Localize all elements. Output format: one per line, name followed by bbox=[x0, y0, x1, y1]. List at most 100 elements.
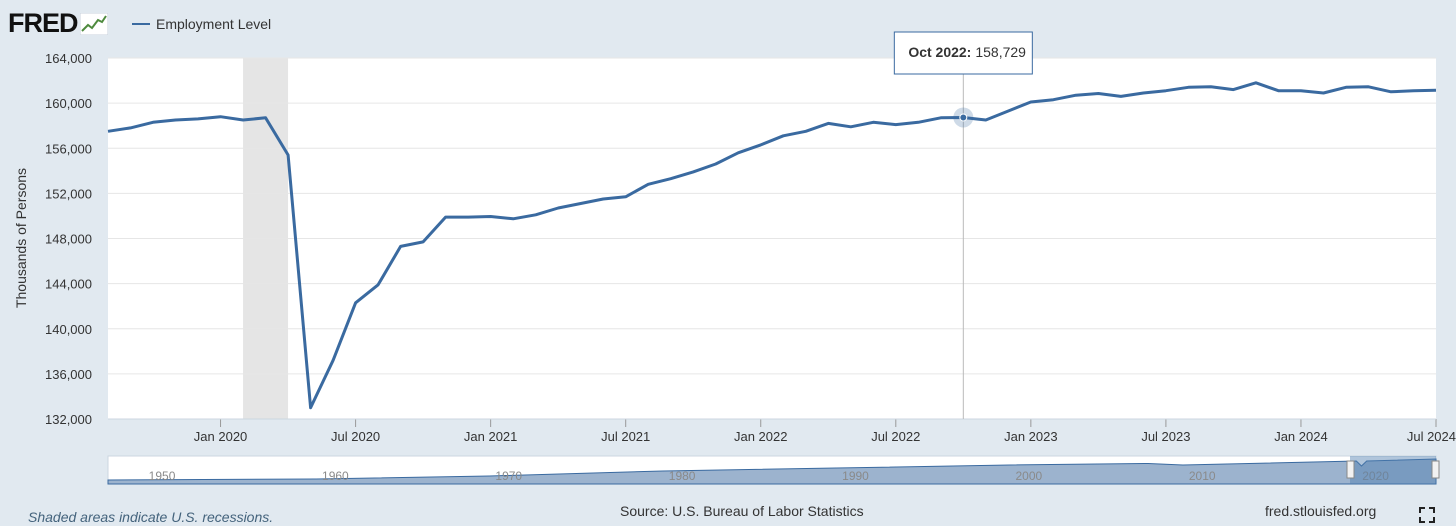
data-point[interactable] bbox=[1388, 89, 1393, 94]
data-point[interactable] bbox=[151, 120, 156, 125]
x-tick-label: Jul 2023 bbox=[1141, 429, 1190, 444]
data-point[interactable] bbox=[601, 197, 606, 202]
navigator-handle-right[interactable] bbox=[1431, 460, 1440, 479]
navigator-year-label: 1980 bbox=[669, 469, 696, 483]
data-point[interactable] bbox=[1141, 90, 1146, 95]
navigator-year-label: 1960 bbox=[322, 469, 349, 483]
y-tick-label: 152,000 bbox=[45, 186, 92, 201]
data-point[interactable] bbox=[443, 215, 448, 220]
data-point[interactable] bbox=[1208, 84, 1213, 89]
data-point[interactable] bbox=[578, 201, 583, 206]
data-point[interactable] bbox=[781, 133, 786, 138]
y-tick-label: 164,000 bbox=[45, 51, 92, 66]
data-point[interactable] bbox=[128, 125, 133, 130]
data-point[interactable] bbox=[826, 121, 831, 126]
y-tick-label: 136,000 bbox=[45, 367, 92, 382]
data-point[interactable] bbox=[1006, 109, 1011, 114]
data-point[interactable] bbox=[173, 118, 178, 123]
data-point[interactable] bbox=[1051, 97, 1056, 102]
data-point[interactable] bbox=[1411, 88, 1416, 93]
navigator-year-label: 2000 bbox=[1016, 469, 1043, 483]
data-point[interactable] bbox=[1118, 94, 1123, 99]
data-point[interactable] bbox=[713, 162, 718, 167]
data-point[interactable] bbox=[488, 214, 493, 219]
x-tick-label: Jan 2020 bbox=[194, 429, 248, 444]
data-point[interactable] bbox=[1434, 88, 1439, 93]
data-point[interactable] bbox=[196, 116, 201, 121]
data-point[interactable] bbox=[1028, 99, 1033, 104]
data-point[interactable] bbox=[1298, 88, 1303, 93]
data-point[interactable] bbox=[871, 120, 876, 125]
time-navigator[interactable]: 1950 1960 1970 1980 1990 2000 2010 2020 bbox=[107, 455, 1440, 485]
y-tick-label: 144,000 bbox=[45, 277, 92, 292]
data-point[interactable] bbox=[421, 239, 426, 244]
legend[interactable]: Employment Level bbox=[132, 16, 271, 32]
tooltip-text: Oct 2022: 158,729 bbox=[908, 44, 1026, 60]
data-point[interactable] bbox=[466, 215, 471, 220]
x-tick-label: Jan 2021 bbox=[464, 429, 518, 444]
data-point[interactable] bbox=[218, 114, 223, 119]
navigator-year-label: 1970 bbox=[495, 469, 522, 483]
data-point[interactable] bbox=[1096, 91, 1101, 96]
x-tick-label: Jan 2022 bbox=[734, 429, 788, 444]
source-text: Source: U.S. Bureau of Labor Statistics bbox=[620, 503, 864, 519]
data-point[interactable] bbox=[106, 129, 111, 134]
y-tick-label: 148,000 bbox=[45, 232, 92, 247]
data-point[interactable] bbox=[286, 153, 291, 158]
tooltip-box bbox=[893, 31, 1033, 75]
data-point[interactable] bbox=[241, 118, 246, 123]
data-point[interactable] bbox=[1231, 87, 1236, 92]
recession-note: Shaded areas indicate U.S. recessions. bbox=[28, 509, 274, 525]
data-point[interactable] bbox=[1253, 80, 1258, 85]
data-point[interactable] bbox=[353, 300, 358, 305]
y-axis-label: Thousands of Persons bbox=[13, 168, 29, 308]
data-point[interactable] bbox=[308, 405, 313, 410]
y-tick-label: 132,000 bbox=[45, 412, 92, 427]
navigator-year-label: 2020 bbox=[1362, 469, 1389, 483]
x-tick-label: Jul 2020 bbox=[331, 429, 380, 444]
navigator-year-label: 2010 bbox=[1189, 469, 1216, 483]
data-point[interactable] bbox=[916, 120, 921, 125]
data-point[interactable] bbox=[556, 206, 561, 211]
data-point[interactable] bbox=[511, 216, 516, 221]
data-point[interactable] bbox=[1276, 88, 1281, 93]
data-point[interactable] bbox=[623, 194, 628, 199]
x-tick-label: Jul 2022 bbox=[871, 429, 920, 444]
data-point[interactable] bbox=[1186, 85, 1191, 90]
data-point[interactable] bbox=[848, 124, 853, 129]
data-point[interactable] bbox=[1343, 85, 1348, 90]
data-point[interactable] bbox=[1366, 84, 1371, 89]
data-point[interactable] bbox=[331, 358, 336, 363]
data-point[interactable] bbox=[1321, 90, 1326, 95]
navigator-selection[interactable] bbox=[1350, 456, 1436, 484]
data-point[interactable] bbox=[736, 150, 741, 155]
data-point[interactable] bbox=[668, 176, 673, 181]
site-link[interactable]: fred.stlouisfed.org bbox=[1265, 503, 1377, 519]
data-point[interactable] bbox=[376, 282, 381, 287]
y-tick-label: 156,000 bbox=[45, 141, 92, 156]
data-point[interactable] bbox=[646, 182, 651, 187]
x-tick-label: Jan 2023 bbox=[1004, 429, 1058, 444]
navigator-series-area bbox=[107, 458, 1437, 485]
data-point[interactable] bbox=[803, 129, 808, 134]
data-point[interactable] bbox=[263, 115, 268, 120]
data-point[interactable] bbox=[983, 118, 988, 123]
data-point[interactable] bbox=[398, 244, 403, 249]
tooltip-value: 158,729 bbox=[975, 44, 1026, 60]
x-tick-label: Jul 2024 bbox=[1407, 429, 1456, 444]
navigator-year-label: 1950 bbox=[149, 469, 176, 483]
navigator-handle-left[interactable] bbox=[1346, 460, 1355, 479]
data-point[interactable] bbox=[938, 115, 943, 120]
tooltip-date: Oct 2022: bbox=[908, 44, 971, 60]
series-line bbox=[107, 81, 1437, 410]
data-point[interactable] bbox=[533, 212, 538, 217]
fullscreen-icon[interactable] bbox=[1418, 506, 1436, 524]
hover-marker[interactable] bbox=[959, 113, 968, 122]
data-point[interactable] bbox=[893, 122, 898, 127]
data-point[interactable] bbox=[1073, 93, 1078, 98]
data-point[interactable] bbox=[758, 142, 763, 147]
data-point[interactable] bbox=[1163, 88, 1168, 93]
data-point[interactable] bbox=[691, 169, 696, 174]
y-tick-label: 160,000 bbox=[45, 96, 92, 111]
